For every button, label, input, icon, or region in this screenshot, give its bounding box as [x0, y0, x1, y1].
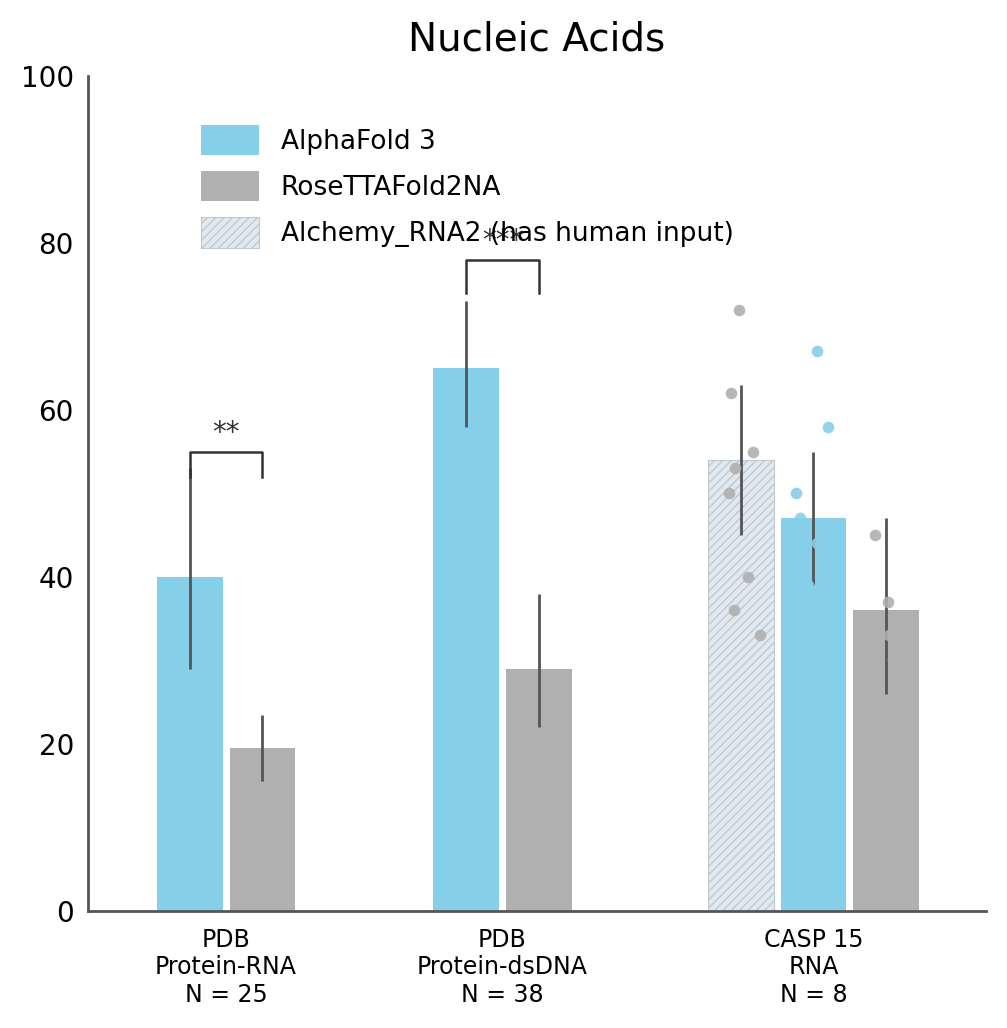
- Point: [792, 510, 808, 526]
- Point: [731, 301, 747, 318]
- Point: [723, 384, 739, 401]
- Point: [820, 418, 836, 435]
- Point: [801, 577, 817, 593]
- Bar: [157, 577, 223, 911]
- Legend: AlphaFold 3, RoseTTAFold2NA, Alchemy_RNA2 (has human input): AlphaFold 3, RoseTTAFold2NA, Alchemy_RNA…: [191, 114, 744, 258]
- Bar: [708, 460, 773, 911]
- Point: [823, 560, 839, 577]
- Point: [866, 527, 882, 544]
- Text: ***: ***: [481, 227, 523, 255]
- Point: [893, 677, 909, 694]
- Point: [880, 594, 896, 611]
- Point: [815, 544, 831, 560]
- Point: [870, 736, 886, 752]
- Point: [810, 343, 826, 360]
- Point: [894, 694, 910, 710]
- Point: [885, 652, 901, 668]
- Bar: [433, 368, 499, 911]
- Point: [727, 461, 743, 477]
- Bar: [853, 611, 918, 911]
- Point: [752, 627, 768, 644]
- Point: [787, 485, 804, 502]
- Point: [810, 536, 826, 552]
- Point: [726, 602, 742, 619]
- Point: [792, 518, 808, 535]
- Point: [740, 568, 756, 585]
- Point: [721, 485, 737, 502]
- Bar: [780, 518, 846, 911]
- Text: **: **: [212, 419, 240, 447]
- Bar: [230, 748, 295, 911]
- Bar: [506, 669, 572, 911]
- Title: Nucleic Acids: Nucleic Acids: [409, 21, 666, 59]
- Point: [745, 443, 761, 460]
- Point: [868, 710, 884, 727]
- Point: [880, 627, 896, 644]
